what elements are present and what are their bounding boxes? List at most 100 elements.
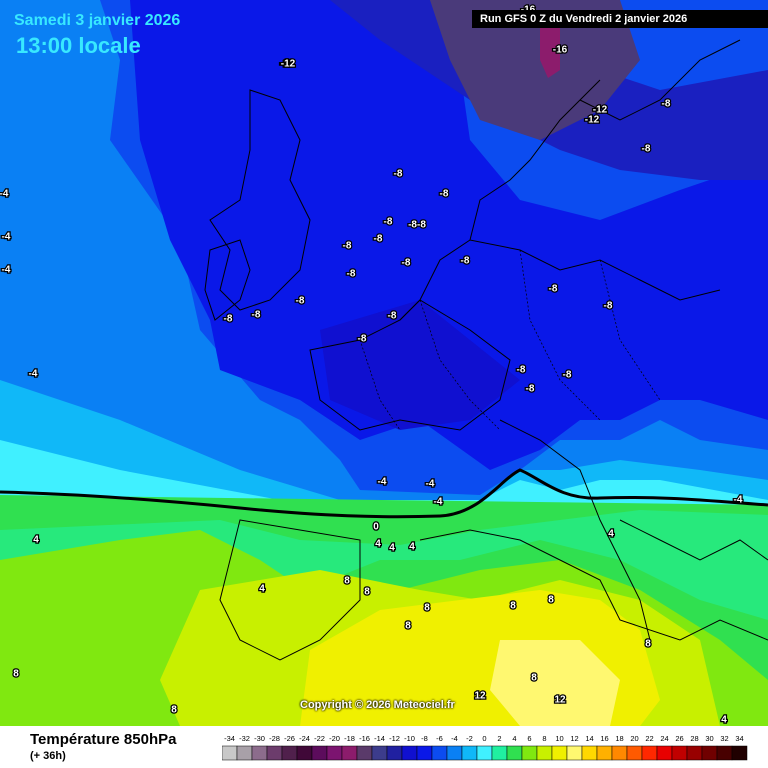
scale-swatch: [341, 745, 358, 761]
legend-title: Température 850hPa: [30, 731, 177, 748]
forecast-time: 13:00 locale: [16, 33, 141, 58]
scale-tick-label: -30: [254, 734, 265, 743]
temperature-label: -12: [281, 59, 296, 70]
temperature-label: -4: [426, 479, 435, 490]
scale-tick-label: 16: [600, 734, 608, 743]
color-scale: -34 -32 -30 -28 -26 -24 -22 -20 -18 -16 -14 -12 -10-…: [222, 734, 748, 761]
temperature-label: -8: [384, 217, 393, 228]
scale-tick-label: 12: [570, 734, 578, 743]
temperature-label: -8: [461, 256, 470, 267]
temperature-label: -8: [604, 301, 613, 312]
temperature-label: 8: [405, 621, 411, 632]
temperature-label: -4: [434, 497, 443, 508]
scale-tick-label: -32: [239, 734, 250, 743]
scale-tick-label: -8: [421, 734, 428, 743]
scale-tick-label: 2: [497, 734, 501, 743]
temperature-label: 8: [548, 595, 554, 606]
zero-isotherm-line: [0, 468, 768, 519]
scale-swatch: [536, 745, 553, 761]
temperature-label: -8: [343, 241, 352, 252]
scale-tick-label: 34: [735, 734, 743, 743]
scale-tick-label: -2: [466, 734, 473, 743]
scale-tick-label: 22: [645, 734, 653, 743]
scale-tick-label: 26: [675, 734, 683, 743]
temperature-label: -16: [553, 45, 568, 56]
scale-tick-label: 10: [555, 734, 563, 743]
temperature-label: 8: [364, 587, 370, 598]
temperature-label: -12: [593, 105, 608, 116]
coastlines: [204, 39, 768, 661]
temperature-label: -8: [224, 314, 233, 325]
scale-tick-label: -26: [284, 734, 295, 743]
temperature-label: -8: [347, 269, 356, 280]
scale-swatch: [251, 745, 268, 761]
scale-swatch: [686, 745, 703, 761]
temperature-label: -8: [526, 384, 535, 395]
temperature-label: 0: [373, 522, 379, 533]
scale-swatch: [401, 745, 418, 761]
scale-tick-label: -12: [389, 734, 400, 743]
scale-swatch: [281, 745, 298, 761]
temperature-label: 4: [721, 715, 727, 726]
scale-swatch: [371, 745, 388, 761]
temperature-label: 8: [510, 601, 516, 612]
scale-swatch: [731, 745, 748, 761]
temperature-label: -8: [642, 144, 651, 155]
forecast-date: Samedi 3 janvier 2026: [14, 12, 181, 29]
temperature-label: -8: [296, 296, 305, 307]
scale-tick-label: 24: [660, 734, 668, 743]
scale-swatch: [596, 745, 613, 761]
scale-swatch: [266, 745, 283, 761]
field-minus10: [320, 300, 520, 430]
scale-swatch: [491, 745, 508, 761]
temperature-label: -8: [358, 334, 367, 345]
temperature-label: 8: [171, 705, 177, 716]
field-minus16: [540, 20, 560, 78]
scale-swatch: [566, 745, 583, 761]
temperature-map: -12-16-16-12-12-12-8-8-8-8-8-8-8-8-8-8-8…: [0, 0, 768, 726]
temperature-label: 4: [259, 584, 265, 595]
temperature-label: 8: [344, 576, 350, 587]
scale-swatch: [311, 745, 328, 761]
temperature-label: 8: [531, 673, 537, 684]
temperature-label: -8-8: [408, 220, 426, 231]
scale-tick-label: 8: [542, 734, 546, 743]
scale-swatch: [416, 745, 433, 761]
scale-swatch: [446, 745, 463, 761]
scale-swatch: [551, 745, 568, 761]
temperature-label: -12: [585, 115, 600, 126]
scale-swatch: [431, 745, 448, 761]
scale-tick-label: -28: [269, 734, 280, 743]
temperature-label: -4: [2, 232, 11, 243]
temperature-labels: -12-16-16-12-12-12-8-8-8-8-8-8-8-8-8-8-8…: [0, 3, 744, 726]
field-minus14: [430, 0, 640, 140]
scale-swatch: [236, 745, 253, 761]
scale-tick-label: -24: [299, 734, 310, 743]
temperature-label: 12: [554, 695, 566, 706]
scale-swatch: [222, 745, 238, 761]
scale-swatch: [641, 745, 658, 761]
scale-tick-label: 6: [527, 734, 531, 743]
temperature-label: -4: [2, 265, 11, 276]
temperature-label: 4: [409, 542, 415, 553]
scale-tick-label: 32: [720, 734, 728, 743]
temperature-label: 8: [13, 669, 19, 680]
temperature-label: -4: [0, 189, 9, 200]
field-plus12: [490, 640, 620, 726]
scale-swatch: [611, 745, 628, 761]
temperature-label: -4: [734, 495, 743, 506]
run-info-banner: Run GFS 0 Z du Vendredi 2 janvier 2026: [472, 10, 768, 28]
field-minus4-west: [0, 60, 40, 260]
scale-swatch: [461, 745, 478, 761]
scale-swatch: [701, 745, 718, 761]
temperature-label: 8: [645, 639, 651, 650]
scale-swatch: [326, 745, 343, 761]
temperature-label: -8: [440, 189, 449, 200]
scale-swatch: [296, 745, 313, 761]
scale-swatch: [626, 745, 643, 761]
scale-tick-label: -18: [344, 734, 355, 743]
temperature-label: -8: [374, 234, 383, 245]
scale-tick-label: 18: [615, 734, 623, 743]
scale-swatch: [716, 745, 733, 761]
temperature-label: 12: [474, 691, 486, 702]
